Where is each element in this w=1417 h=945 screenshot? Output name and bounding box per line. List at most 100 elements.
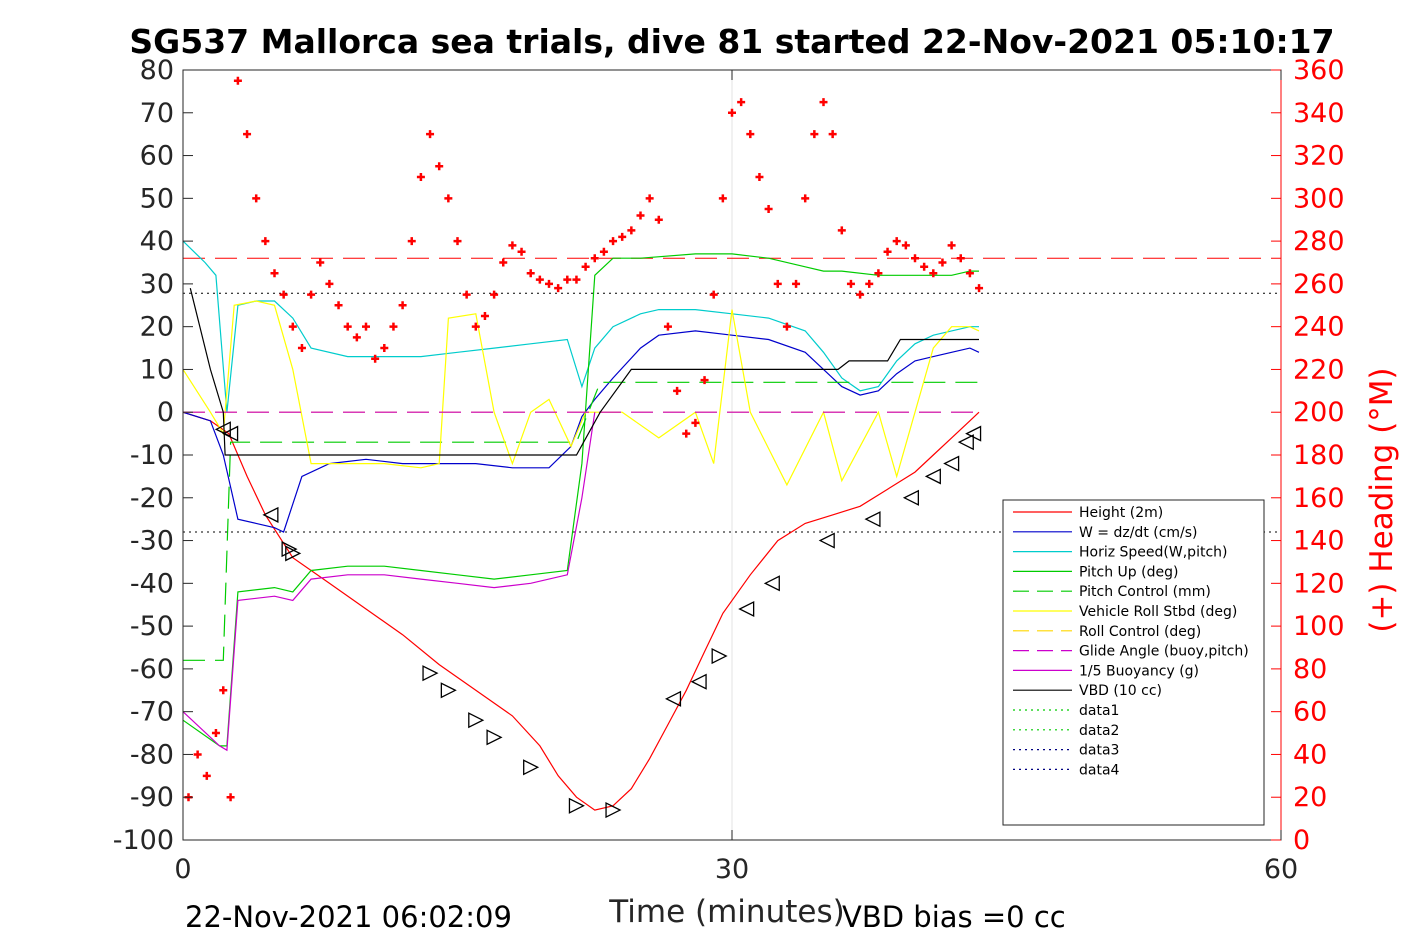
right-tick-label: 180 (1293, 440, 1345, 471)
heading-marker (590, 254, 599, 263)
heading-marker (572, 275, 581, 284)
series-line-4 (183, 381, 979, 661)
left-tick-label: -20 (130, 483, 174, 514)
heading-marker (654, 215, 663, 224)
right-tick-label: 260 (1293, 269, 1345, 300)
heading-marker (517, 247, 526, 256)
right-axis: 3603403203002802602402202001801601401201… (1271, 55, 1345, 856)
legend-entry: W = dz/dt (cm/s) (1079, 525, 1198, 541)
heading-marker (947, 241, 956, 250)
heading-marker (874, 269, 883, 278)
heading-marker (599, 247, 608, 256)
heading-marker (819, 98, 828, 107)
heading-marker (700, 376, 709, 385)
series-line-5 (183, 300, 980, 487)
heading-marker (545, 279, 553, 288)
right-tick-label: 220 (1293, 354, 1345, 385)
heading-marker (343, 322, 352, 331)
right-tick-label: 280 (1293, 226, 1345, 257)
heading-marker (398, 301, 407, 310)
heading-marker (709, 290, 718, 299)
heading-marker (911, 254, 919, 263)
heading-marker (480, 311, 489, 320)
right-tick-label: 300 (1293, 183, 1345, 214)
depth-marker (281, 541, 298, 558)
footer-timestamp: 22-Nov-2021 06:02:09 (185, 900, 512, 934)
heading-marker (837, 226, 846, 235)
depth-markers (214, 421, 982, 819)
x-tick-label: 60 (1264, 854, 1298, 885)
heading-marker (219, 686, 228, 695)
heading-markers (184, 76, 984, 802)
depth-marker (711, 648, 728, 665)
heading-marker (316, 258, 325, 267)
right-tick-label: 40 (1293, 739, 1327, 770)
right-tick-label: 80 (1293, 654, 1327, 685)
heading-marker (901, 241, 910, 250)
depth-marker (738, 600, 755, 618)
heading-marker (389, 322, 398, 331)
depth-marker (864, 511, 881, 528)
left-tick-label: -90 (130, 782, 174, 813)
legend-entry: VBD (10 cc) (1079, 683, 1162, 699)
footer-vbd-bias: VBD bias =0 cc (842, 900, 1066, 934)
right-tick-label: 0 (1293, 825, 1310, 856)
heading-marker (728, 108, 736, 117)
heading-marker (645, 194, 654, 203)
right-tick-label: 140 (1293, 526, 1345, 557)
legend-entry: Height (2m) (1079, 505, 1163, 521)
heading-marker (453, 237, 462, 246)
heading-marker (828, 130, 837, 139)
left-tick-label: 40 (140, 226, 174, 257)
depth-marker (902, 489, 919, 506)
left-tick-label: -50 (130, 611, 174, 642)
heading-marker (581, 262, 590, 271)
x-axis-label: Time (minutes) (608, 894, 844, 930)
heading-marker (233, 76, 242, 85)
heading-marker (362, 322, 370, 331)
heading-marker (193, 750, 202, 759)
left-tick-label: 80 (140, 55, 174, 86)
depth-marker (440, 682, 457, 699)
right-tick-label: 340 (1293, 98, 1345, 129)
right-tick-label: 60 (1293, 697, 1327, 728)
series-group (183, 240, 980, 811)
depth-marker (568, 797, 585, 814)
left-tick-label: -10 (130, 440, 174, 471)
heading-marker (462, 290, 471, 299)
depth-marker (262, 506, 279, 523)
left-tick-label: 20 (140, 312, 174, 343)
legend-entry: 1/5 Buoyancy (g) (1079, 663, 1199, 679)
depth-marker (965, 425, 982, 442)
legend-entry: Glide Angle (buoy,pitch) (1079, 644, 1249, 660)
heading-marker (270, 269, 279, 278)
series-line-8 (183, 412, 596, 752)
legend-entry: Horiz Speed(W,pitch) (1079, 545, 1227, 561)
legend-entry: Pitch Up (deg) (1079, 564, 1178, 580)
legend-entry: data3 (1079, 743, 1119, 759)
right-axis-label: (+) Heading (°M) (1364, 367, 1400, 632)
depth-marker (664, 690, 682, 707)
depth-marker (943, 455, 960, 472)
heading-marker (297, 344, 306, 353)
heading-marker (856, 290, 865, 299)
heading-marker (773, 279, 782, 288)
heading-marker (243, 130, 252, 139)
depth-marker (763, 575, 780, 592)
left-tick-label: 70 (140, 98, 174, 129)
series-line-3 (183, 253, 979, 747)
heading-marker (846, 279, 855, 288)
series-line-2 (183, 240, 979, 413)
heading-marker (261, 237, 270, 246)
left-tick-label: -60 (130, 654, 174, 685)
legend-entry: data4 (1079, 762, 1120, 778)
reference-lines (183, 257, 1281, 533)
heading-marker (965, 269, 974, 278)
depth-marker (468, 712, 485, 729)
heading-marker (883, 247, 892, 256)
heading-marker (920, 262, 929, 271)
heading-marker (956, 254, 965, 263)
left-tick-label: -100 (113, 825, 174, 856)
heading-marker (211, 729, 220, 738)
heading-marker (508, 241, 517, 250)
